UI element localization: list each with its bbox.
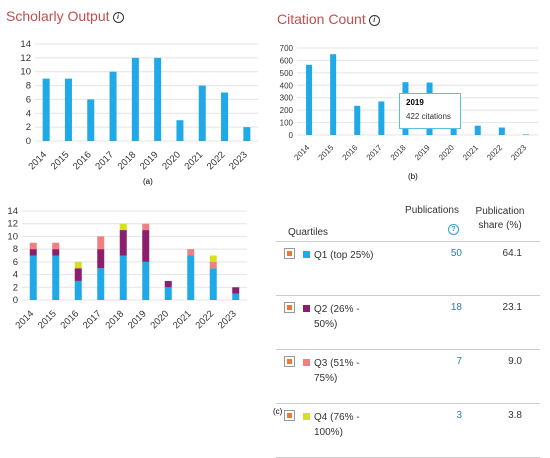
chart-c-bar-segment <box>210 256 217 262</box>
chart-c-bar-segment <box>142 224 149 230</box>
chart-c-ytick-label: 12 <box>7 219 18 230</box>
publication-share: 3.8 <box>498 410 522 421</box>
chart-c-ytick-label: 8 <box>13 244 18 255</box>
chart-c-xtick-label: 2016 <box>59 308 82 331</box>
chart-c-ytick-label: 4 <box>13 270 18 281</box>
checkbox-fill <box>287 359 292 364</box>
publication-share: 23.1 <box>498 302 522 313</box>
table-row: Q2 (26% - 50%) 18 23.1 <box>276 299 540 349</box>
table-divider <box>276 241 540 242</box>
chart-c-bar-segment <box>52 249 59 255</box>
quartile-label-line2: 75%) <box>314 373 337 384</box>
chart-c-bar-segment <box>75 268 82 281</box>
chart-c-bar-segment <box>142 230 149 262</box>
chart-c-bar-segment <box>142 262 149 300</box>
chart-c-bar-segment <box>210 262 217 268</box>
chart-c-bar-segment <box>52 243 59 249</box>
chart-c-xtick-label: 2014 <box>14 308 37 331</box>
chart-c-bar-segment <box>232 294 239 300</box>
chart-c-bar-segment <box>30 249 37 255</box>
quartile-label: Q2 (26% - 50%) <box>314 302 386 332</box>
quartiles-table: Quartiles Publications ? Publication sha… <box>276 203 540 241</box>
chart-c-xtick-label: 2019 <box>126 308 149 331</box>
chart-c-xtick-label: 2018 <box>104 308 127 331</box>
header-share: Publication share (%) <box>462 205 538 233</box>
chart-c-xtick-label: 2021 <box>171 308 194 331</box>
table-row: Q4 (76% - 100%) 3 3.8 <box>276 407 540 457</box>
checkbox-fill <box>287 251 292 256</box>
chart-c-xtick-label: 2017 <box>81 308 104 331</box>
table-header: Quartiles Publications ? Publication sha… <box>276 203 540 241</box>
publication-count[interactable]: 7 <box>436 356 462 367</box>
quartile-color-swatch <box>303 305 310 312</box>
quartile-label-line1: Q3 (51% - <box>314 358 360 369</box>
chart-c-xtick-label: 2023 <box>216 308 239 331</box>
question-icon[interactable]: ? <box>448 224 459 235</box>
publication-count[interactable]: 50 <box>436 248 462 259</box>
header-quartiles: Quartiles <box>288 227 328 238</box>
checkbox-fill <box>287 413 292 418</box>
chart-c-bar-segment <box>187 249 194 255</box>
chart-c-bar-segment <box>97 249 104 268</box>
chart-c-ytick-label: 14 <box>7 206 18 217</box>
table-divider <box>276 349 540 350</box>
quartile-label-line1: Q2 (26% - <box>314 304 360 315</box>
chart-c-xtick-label: 2020 <box>149 308 172 331</box>
quartile-label-line1: Q1 (top 25%) <box>314 250 373 261</box>
chart-c-bar-segment <box>120 224 127 230</box>
chart-c-bar-segment <box>187 256 194 301</box>
publication-share: 9.0 <box>498 356 522 367</box>
chart-c-bar-segment <box>75 262 82 268</box>
chart-c-bar-segment <box>97 268 104 300</box>
chart-c-bar-segment <box>30 243 37 249</box>
checkbox-fill <box>287 305 292 310</box>
chart-c-xtick-label: 2022 <box>194 308 217 331</box>
table-row: Q3 (51% - 75%) 7 9.0 <box>276 353 540 403</box>
header-publications: Publications <box>396 205 468 216</box>
panel-label-c: (c) <box>273 407 282 416</box>
chart-c-ytick-label: 0 <box>13 295 18 306</box>
chart-c-bar-segment <box>52 256 59 301</box>
header-share-line2: share (%) <box>478 220 521 231</box>
quartile-label-line1: Q4 (76% - <box>314 412 360 423</box>
table-divider <box>276 295 540 296</box>
chart-c-bar-segment <box>165 287 172 300</box>
quartile-color-swatch <box>303 359 310 366</box>
chart-c-bar-segment <box>165 281 172 287</box>
chart-c-ytick-label: 6 <box>13 257 18 268</box>
quartile-color-swatch <box>303 413 310 420</box>
quartile-checkbox[interactable] <box>284 248 295 259</box>
chart-c-bar-segment <box>120 256 127 301</box>
chart-c-xtick-label: 2015 <box>36 308 59 331</box>
quartile-checkbox[interactable] <box>284 356 295 367</box>
quartile-checkbox[interactable] <box>284 302 295 313</box>
chart-c-bar-segment <box>97 236 104 249</box>
quartile-label-line2: 50%) <box>314 319 337 330</box>
chart-c-bar-segment <box>30 256 37 301</box>
quartile-label-line2: 100%) <box>314 427 343 438</box>
quartile-checkbox[interactable] <box>284 410 295 421</box>
header-share-line1: Publication <box>476 206 525 217</box>
quartile-label: Q3 (51% - 75%) <box>314 356 386 386</box>
table-row: Q1 (top 25%) 50 64.1 <box>276 245 540 295</box>
chart-c-bar-segment <box>210 268 217 300</box>
chart-c-bar-segment <box>120 230 127 255</box>
quartile-color-swatch <box>303 251 310 258</box>
publication-count[interactable]: 3 <box>436 410 462 421</box>
chart-c-bar-segment <box>232 287 239 293</box>
quartile-label: Q4 (76% - 100%) <box>314 410 386 440</box>
chart-c-ytick-label: 10 <box>7 231 18 242</box>
publication-share: 64.1 <box>498 248 522 259</box>
publication-count[interactable]: 18 <box>436 302 462 313</box>
chart-c-ytick-label: 2 <box>13 282 18 293</box>
chart-c-bar-segment <box>75 281 82 300</box>
quartile-label: Q1 (top 25%) <box>314 248 386 263</box>
table-divider <box>276 403 540 404</box>
